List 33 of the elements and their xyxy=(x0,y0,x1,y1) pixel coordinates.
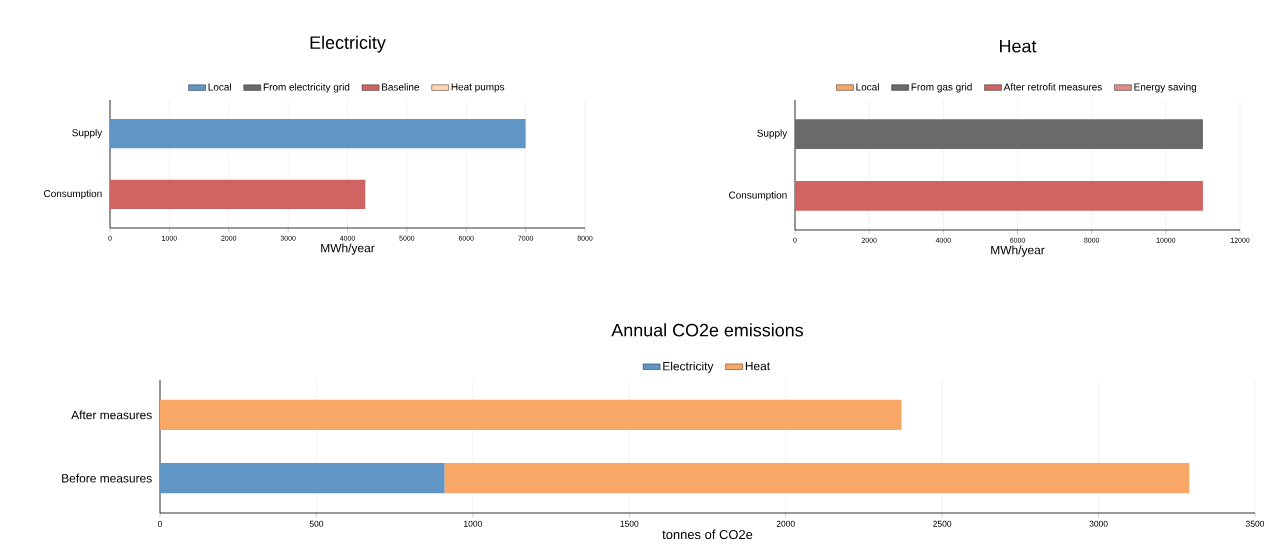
y-tick-label: Consumption xyxy=(729,191,787,201)
x-tick-label: 3500 xyxy=(1245,520,1265,527)
chart-title: Annual CO2e emissions xyxy=(611,323,803,337)
legend-label: Local xyxy=(208,83,231,91)
chart-title: Heat xyxy=(1000,39,1037,53)
x-tick-label: 2000 xyxy=(776,520,795,527)
y-tick-label: Supply xyxy=(72,128,103,139)
x-tick-label: 1000 xyxy=(464,520,482,527)
x-axis-title: MWh/year xyxy=(321,243,375,255)
x-axis-title: MWh/year xyxy=(991,245,1045,257)
legend-label: Baseline xyxy=(382,83,420,91)
legend-label: Energy saving xyxy=(1134,83,1197,93)
y-tick-label: Consumption xyxy=(44,189,102,200)
x-tick-label: 1500 xyxy=(620,520,639,527)
bar xyxy=(444,462,1190,494)
legend-label: From gas grid xyxy=(911,83,972,93)
legend-label: After retrofit measures xyxy=(1003,83,1102,91)
x-tick-label: 3000 xyxy=(1089,520,1108,527)
legend-label: Local xyxy=(856,83,879,91)
y-tick-label: Supply xyxy=(757,129,788,139)
legend-label: Heat pumps xyxy=(451,83,505,93)
bar xyxy=(160,462,445,494)
legend-label: From electricity grid xyxy=(263,83,350,93)
chart-title: Electricity xyxy=(310,35,386,53)
x-tick-label: 2500 xyxy=(933,520,952,527)
bar xyxy=(160,399,902,431)
legend-label: Heat xyxy=(745,361,771,371)
y-tick-label: After measures xyxy=(71,410,152,420)
x-tick-label: 500 xyxy=(309,520,324,527)
x-tick-label: 0 xyxy=(157,520,163,527)
y-tick-label: Before measures xyxy=(62,473,152,483)
x-axis-title: tonnes of CO2e xyxy=(662,529,753,540)
legend-label: Electricity xyxy=(663,361,714,373)
